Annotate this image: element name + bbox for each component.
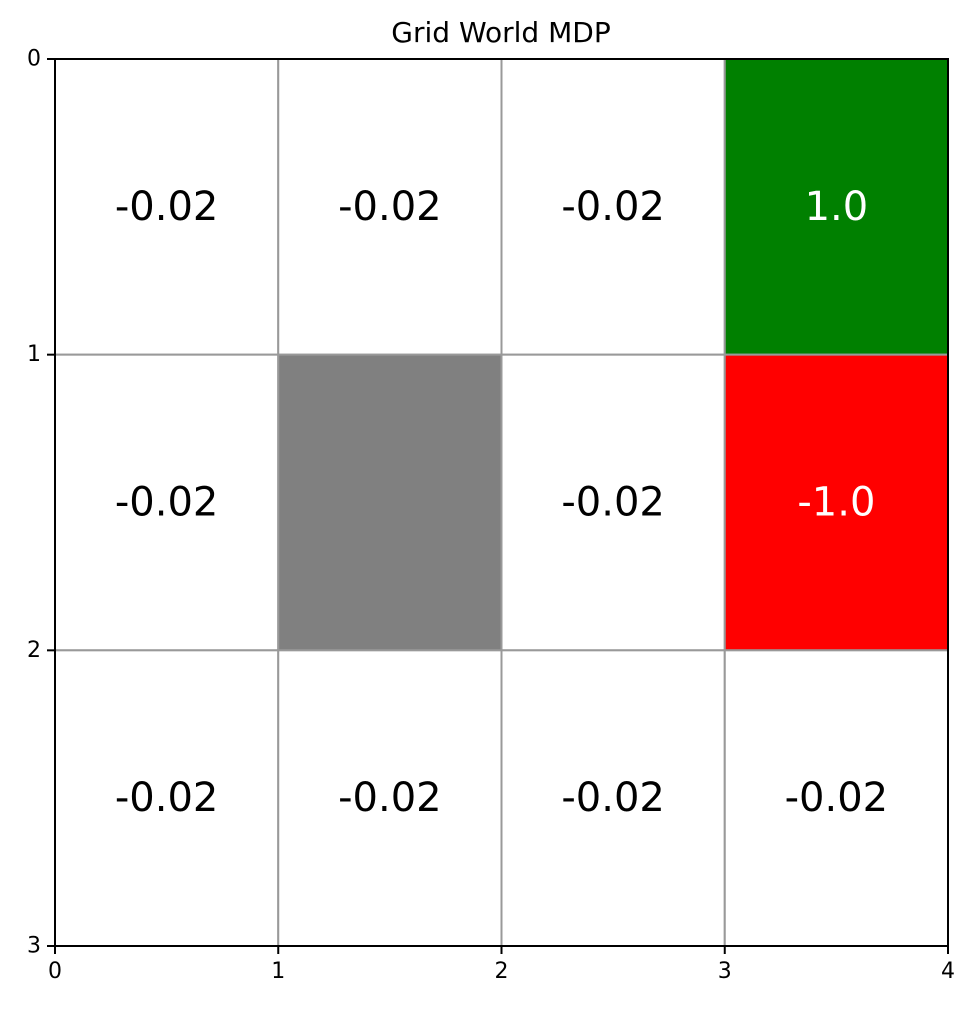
grid-cell-r1-c3 bbox=[723, 353, 949, 652]
x-tick-label: 0 bbox=[48, 959, 62, 984]
grid-cell-r0-c3 bbox=[723, 58, 949, 356]
chart-title: Grid World MDP bbox=[391, 16, 610, 49]
cell-value-labels: -0.02 -0.02 -0.02 1.0 -0.02 -0.02 -1.0 -0.02 -0.… bbox=[115, 184, 888, 821]
cell-value-label: -0.02 bbox=[561, 775, 665, 821]
x-tick-label: 1 bbox=[271, 959, 285, 984]
y-tick-label: 0 bbox=[27, 47, 41, 72]
grid-cell-r2-c3 bbox=[723, 649, 949, 947]
y-tick-label: 2 bbox=[27, 638, 41, 663]
grid-cell-r1-c1 bbox=[277, 353, 503, 652]
x-tick-label: 2 bbox=[495, 959, 509, 984]
cell-value-label: -0.02 bbox=[115, 184, 219, 230]
x-tick-label: 3 bbox=[718, 959, 732, 984]
y-axis: 0 1 2 3 bbox=[27, 47, 55, 959]
cell-value-label: -0.02 bbox=[785, 775, 889, 821]
y-tick-label: 3 bbox=[27, 934, 41, 959]
x-tick-label: 4 bbox=[941, 959, 955, 984]
cell-value-label: -0.02 bbox=[115, 480, 219, 526]
cell-value-label: -0.02 bbox=[561, 184, 665, 230]
cell-value-label: -0.02 bbox=[338, 184, 442, 230]
grid-cell-r1-c0 bbox=[54, 353, 280, 652]
grid-cell-r2-c1 bbox=[277, 649, 503, 947]
grid-cell-r0-c1 bbox=[277, 58, 503, 356]
grid-cells bbox=[54, 58, 949, 947]
grid-cell-r0-c0 bbox=[54, 58, 280, 356]
cell-value-label: -0.02 bbox=[561, 480, 665, 526]
cell-value-label: -0.02 bbox=[115, 775, 219, 821]
cell-value-label: -1.0 bbox=[797, 480, 875, 526]
x-axis: 0 1 2 3 4 bbox=[48, 946, 955, 984]
cell-value-label: -0.02 bbox=[338, 775, 442, 821]
y-tick-label: 1 bbox=[27, 342, 41, 367]
cell-value-label: 1.0 bbox=[805, 184, 869, 230]
